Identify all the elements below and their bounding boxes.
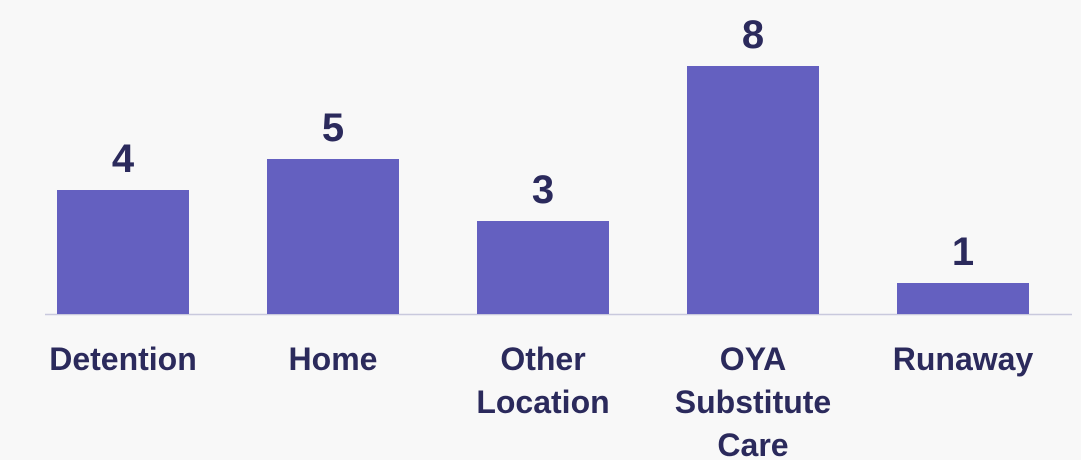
x-tick-label: Runaway	[892, 341, 1034, 377]
bar	[57, 190, 189, 314]
value-label: 3	[532, 168, 554, 212]
x-tick-label: Detention	[49, 341, 197, 377]
x-tick-label: Home	[288, 341, 378, 377]
x-tick-label: Other Location	[476, 341, 610, 420]
bar	[267, 159, 399, 314]
value-label: 4	[112, 137, 135, 181]
bar	[897, 283, 1029, 314]
x-tick-label: OYA Substitute Care	[674, 341, 832, 460]
value-label: 5	[322, 106, 344, 150]
value-label: 8	[742, 13, 764, 57]
value-label: 1	[952, 230, 974, 274]
bar	[477, 221, 609, 314]
bar	[687, 66, 819, 314]
